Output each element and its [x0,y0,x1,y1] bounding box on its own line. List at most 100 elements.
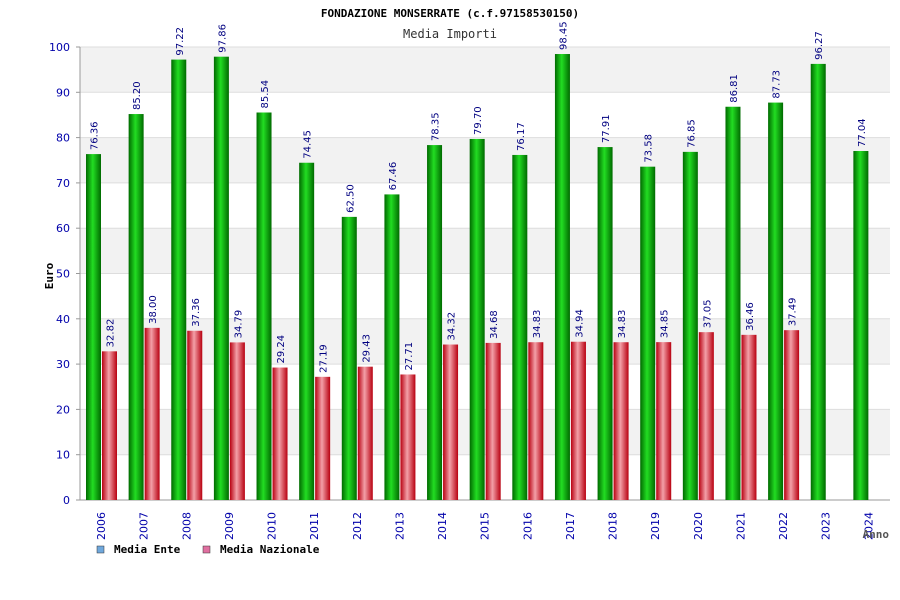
data-label-media-nazionale: 34.83 [532,310,543,339]
data-label-media-ente: 67.46 [388,162,399,191]
x-tick-label: 2017 [564,512,577,540]
data-label-media-ente: 77.91 [601,114,612,143]
data-label-media-ente: 77.04 [857,118,868,147]
bar-media-nazionale [272,367,288,500]
bar-media-ente [597,147,613,501]
bar-media-ente [640,166,656,500]
data-label-media-ente: 76.85 [686,119,697,148]
data-label-media-nazionale: 34.85 [660,309,671,338]
bar-media-ente [384,194,400,501]
x-tick-label: 2009 [223,512,236,540]
x-tick-labels: 2006 2007 2008 2009 2010 2011 2012 2013 2014 2015… [95,512,875,540]
x-tick-label: 2011 [308,512,321,540]
y-tick-label: 50 [56,268,70,281]
legend-swatch-media-ente [96,545,105,554]
data-label-media-nazionale: 29.43 [361,334,372,363]
data-label-media-nazionale: 27.19 [319,344,330,373]
y-tick-label: 40 [56,313,70,326]
y-tick-label: 30 [56,358,70,371]
bar-media-ente [768,102,784,500]
data-label-media-ente: 76.36 [90,121,101,150]
bar-media-nazionale [443,344,459,500]
y-tick-label: 80 [56,132,70,145]
data-label-media-nazionale: 38.00 [148,295,159,324]
data-label-media-ente: 87.73 [772,70,783,99]
x-tick-label: 2018 [607,512,620,540]
y-tick-label: 60 [56,222,70,235]
chart-title: FONDAZIONE MONSERRATE (c.f.97158530150) [321,7,579,20]
x-tick-label: 2012 [351,512,364,540]
x-tick-label: 2014 [436,512,449,540]
data-label-media-nazionale: 37.05 [702,300,713,329]
y-axis-label: Euro [43,262,56,289]
x-tick-label: 2010 [266,512,279,540]
x-tick-label: 2006 [95,512,108,540]
bar-media-ente [256,112,272,501]
data-label-media-ente: 85.20 [132,81,143,110]
data-label-media-ente: 97.22 [175,27,186,56]
x-tick-label: 2021 [734,512,747,540]
bar-media-nazionale [528,342,544,500]
data-label-media-nazionale: 32.82 [106,319,117,348]
data-label-media-nazionale: 27.71 [404,342,415,371]
y-tick-labels: 0 10 20 30 40 50 60 70 80 90 100 [49,41,70,507]
x-tick-label: 2013 [393,512,406,540]
data-label-media-ente: 79.70 [473,106,484,135]
data-label-media-ente: 76.17 [516,122,527,151]
plot-band [80,47,890,93]
bar-media-ente [725,106,741,500]
data-label-media-ente: 86.81 [729,74,740,103]
bar-media-nazionale [698,332,714,500]
x-tick-label: 2024 [862,512,875,540]
data-label-media-nazionale: 36.46 [745,302,756,331]
data-label-media-ente: 74.45 [303,130,314,159]
legend-swatch-media-nazionale [202,545,211,554]
x-tick-label: 2007 [138,512,151,540]
data-label-media-nazionale: 34.32 [447,312,458,341]
bar-media-nazionale [485,342,501,500]
bars [86,54,869,501]
x-axis-label: Anno [863,528,890,541]
bar-media-ente [554,54,570,501]
y-tick-label: 0 [63,494,70,507]
data-label-media-ente: 98.45 [558,21,569,50]
bar-media-nazionale [187,330,203,500]
x-tick-label: 2015 [479,512,492,540]
x-tick-label: 2019 [649,512,662,540]
x-tick-label: 2008 [180,512,193,540]
bar-media-nazionale [741,334,757,500]
data-label-media-nazionale: 37.36 [191,298,202,327]
data-label-media-nazionale: 34.79 [233,310,244,339]
legend-label-media-ente: Media Ente [114,543,181,556]
bar-media-ente [853,151,869,501]
bar-media-ente [469,138,485,501]
bar-media-ente [512,154,528,501]
data-label-media-ente: 62.50 [345,184,356,213]
bar-media-ente [86,154,101,500]
bar-media-nazionale [570,341,586,500]
data-label-media-nazionale: 29.24 [276,335,287,364]
bar-data-labels: 76.36 32.82 85.20 38.00 97.22 37.36 97.86 34.79… [90,21,868,372]
bar-media-ente [128,114,144,500]
data-label-media-ente: 85.54 [260,80,271,109]
x-tick-label: 2022 [777,512,790,540]
bar-media-ente [341,216,357,500]
y-tick-label: 90 [56,86,70,99]
y-tick-label: 10 [56,449,70,462]
legend: Media Ente Media Nazionale [96,543,320,556]
bar-media-nazionale [315,376,331,500]
data-label-media-nazionale: 37.49 [788,298,799,327]
bar-media-nazionale [229,342,245,500]
data-label-media-nazionale: 34.94 [574,309,585,338]
y-tick-label: 20 [56,403,70,416]
data-label-media-ente: 96.27 [814,31,825,60]
data-label-media-ente: 97.86 [217,24,228,53]
x-tick-label: 2020 [692,512,705,540]
bar-media-nazionale [400,374,416,500]
bar-media-nazionale [656,342,672,500]
data-label-media-nazionale: 34.83 [617,310,628,339]
x-tick-label: 2023 [820,512,833,540]
bar-media-ente [171,59,187,501]
bar-media-nazionale [784,330,800,500]
bar-media-ente [810,63,826,500]
